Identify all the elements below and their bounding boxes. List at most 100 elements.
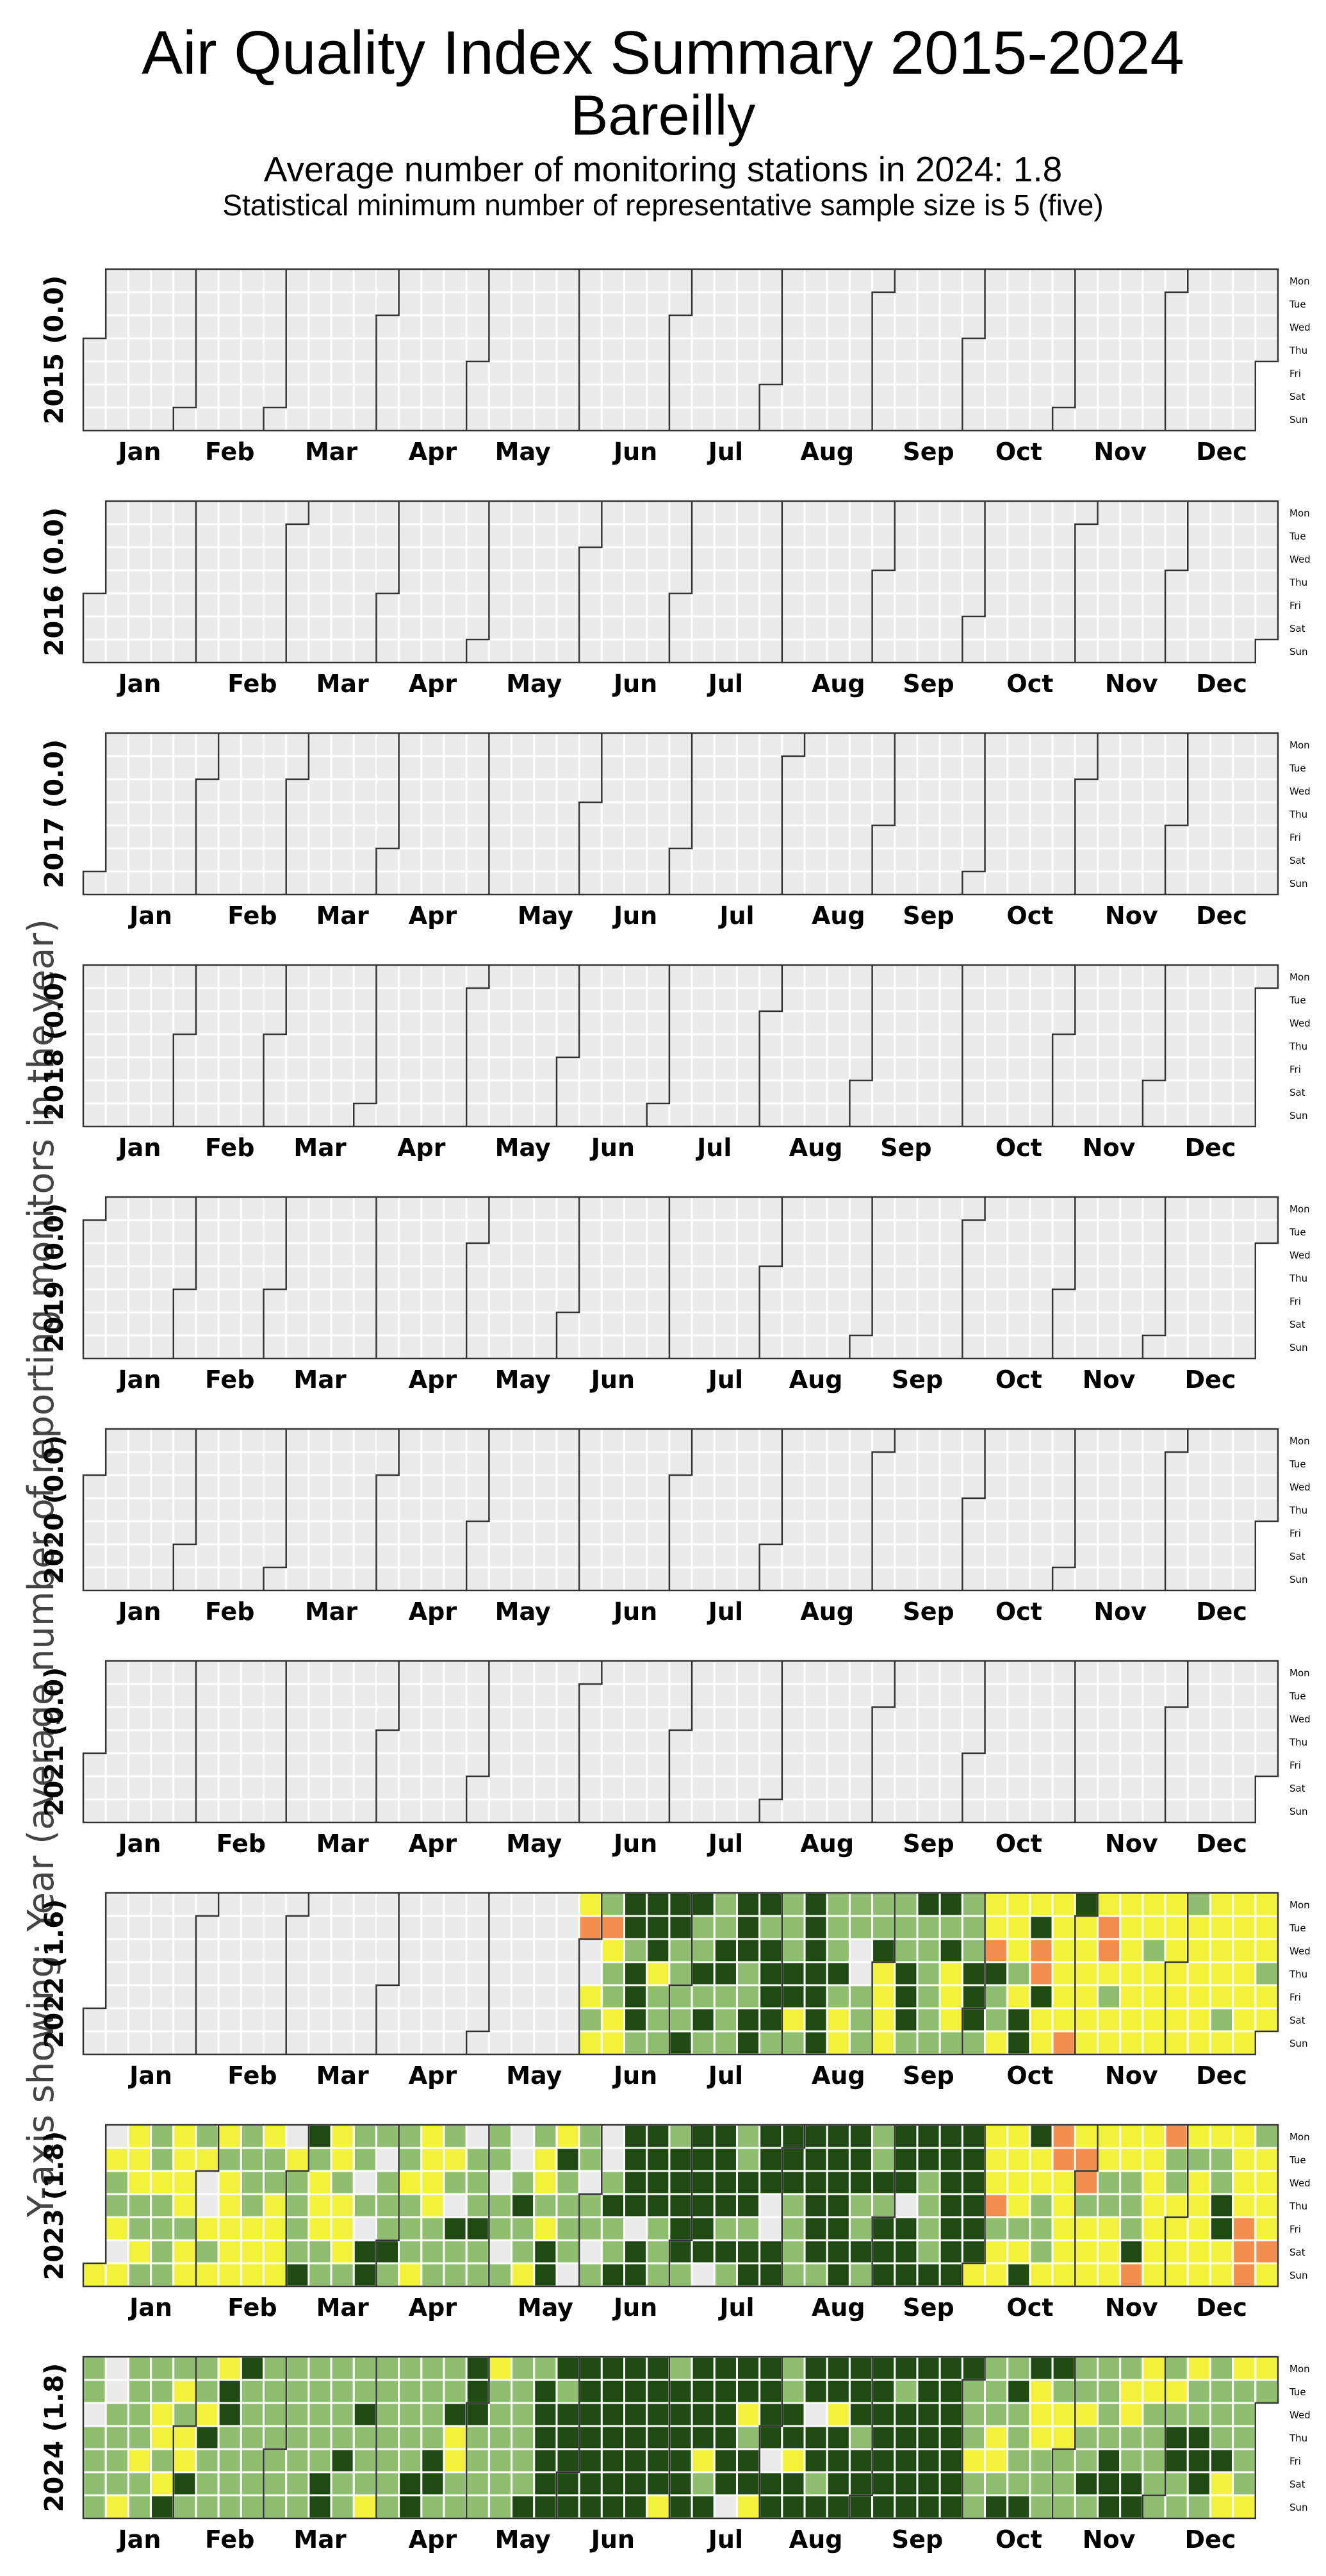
day-cell bbox=[217, 1196, 242, 1221]
day-cell bbox=[240, 569, 265, 595]
day-cell bbox=[826, 383, 851, 409]
day-cell bbox=[646, 360, 671, 386]
day-cell bbox=[600, 2402, 626, 2427]
day-cell bbox=[1232, 592, 1257, 618]
day-cell bbox=[375, 964, 400, 989]
day-cell bbox=[646, 1683, 671, 1708]
day-cell bbox=[646, 964, 671, 989]
day-cell bbox=[1051, 801, 1076, 827]
weekday-label: Sat bbox=[1289, 2247, 1306, 2258]
day-cell bbox=[916, 569, 941, 595]
weekday-label: Sun bbox=[1289, 878, 1308, 889]
day-cell bbox=[443, 1196, 468, 1221]
day-cell bbox=[871, 1334, 896, 1360]
day-cell bbox=[1232, 2124, 1257, 2149]
day-cell bbox=[240, 964, 265, 989]
day-cell bbox=[217, 1102, 242, 1128]
day-cell bbox=[781, 2262, 806, 2288]
day-cell bbox=[195, 964, 220, 989]
day-cell bbox=[600, 1520, 626, 1546]
day-cell bbox=[623, 2494, 648, 2520]
day-cell bbox=[1029, 1938, 1054, 1963]
day-cell bbox=[826, 1010, 851, 1036]
month-boundary bbox=[465, 2357, 490, 2518]
day-cell bbox=[984, 964, 1009, 989]
day-cell bbox=[307, 2356, 332, 2381]
day-cell bbox=[1254, 2262, 1279, 2288]
year-panel-2015: Jan Feb Mar Apr May Jun Jul Aug Sep Oct Nov DecMonT… bbox=[40, 268, 1311, 466]
day-cell bbox=[894, 1706, 919, 1731]
day-cell bbox=[758, 732, 783, 757]
day-cell bbox=[894, 1242, 919, 1267]
day-cell bbox=[1119, 1984, 1144, 2010]
day-cell bbox=[826, 1334, 851, 1360]
day-cell bbox=[150, 314, 175, 340]
day-cell bbox=[1074, 847, 1099, 873]
day-cell bbox=[1029, 1219, 1054, 1244]
day-cell bbox=[623, 1242, 648, 1267]
day-cell bbox=[871, 870, 896, 896]
day-cell bbox=[1006, 406, 1031, 432]
day-cell bbox=[330, 1288, 355, 1314]
day-cell bbox=[375, 1288, 400, 1314]
day-cell bbox=[1119, 523, 1144, 549]
day-cell bbox=[735, 1451, 761, 1476]
day-cell bbox=[984, 1706, 1009, 1731]
month-boundary bbox=[646, 965, 671, 1127]
day-cell bbox=[1164, 1775, 1189, 1801]
day-cell bbox=[1254, 2193, 1279, 2218]
month-boundary bbox=[849, 2357, 873, 2518]
day-cell bbox=[623, 2030, 648, 2056]
day-cell bbox=[1029, 1311, 1054, 1337]
day-cell bbox=[285, 2170, 310, 2195]
day-cell bbox=[307, 755, 332, 780]
day-cell bbox=[1142, 2170, 1166, 2195]
day-cell bbox=[984, 615, 1009, 641]
day-cell bbox=[375, 2216, 400, 2242]
day-cell bbox=[1074, 2007, 1099, 2033]
day-cell bbox=[217, 2239, 242, 2265]
day-cell bbox=[961, 2356, 986, 2381]
day-cell bbox=[511, 1497, 536, 1523]
day-cell bbox=[894, 987, 919, 1012]
day-cell bbox=[172, 592, 197, 618]
month-boundary bbox=[871, 501, 896, 663]
day-cell bbox=[894, 1265, 919, 1291]
day-cell bbox=[82, 2448, 107, 2473]
month-label: Apr bbox=[409, 902, 457, 930]
day-cell bbox=[668, 987, 693, 1012]
day-cell bbox=[1096, 2379, 1122, 2404]
day-cell bbox=[1232, 1265, 1257, 1291]
day-cell bbox=[375, 2471, 400, 2497]
day-cell bbox=[330, 1798, 355, 1824]
day-cell bbox=[263, 1683, 288, 1708]
day-cell bbox=[623, 1520, 648, 1546]
day-cell bbox=[195, 500, 220, 525]
day-cell bbox=[82, 2007, 107, 2033]
day-cell bbox=[352, 383, 377, 409]
day-cell bbox=[916, 2262, 941, 2288]
day-cell bbox=[1254, 2239, 1279, 2265]
day-cell bbox=[781, 1706, 806, 1731]
day-cell bbox=[1096, 2147, 1122, 2172]
day-cell bbox=[848, 1079, 874, 1105]
day-cell bbox=[623, 360, 648, 386]
day-cell bbox=[1051, 1265, 1076, 1291]
day-cell bbox=[150, 2239, 175, 2265]
day-cell bbox=[1186, 569, 1211, 595]
day-cell bbox=[894, 1451, 919, 1476]
day-cell bbox=[487, 987, 513, 1012]
day-cell bbox=[307, 1938, 332, 1963]
day-cell bbox=[961, 1033, 986, 1059]
day-cell bbox=[961, 1265, 986, 1291]
day-cell bbox=[984, 778, 1009, 804]
day-cell bbox=[713, 1566, 738, 1592]
day-cell bbox=[487, 1033, 513, 1059]
day-cell bbox=[1051, 337, 1076, 363]
day-cell bbox=[623, 755, 648, 780]
month-label: Jun bbox=[612, 902, 657, 930]
day-cell bbox=[984, 755, 1009, 780]
day-cell bbox=[420, 2425, 445, 2450]
day-cell bbox=[487, 2147, 513, 2172]
day-cell bbox=[713, 291, 738, 317]
